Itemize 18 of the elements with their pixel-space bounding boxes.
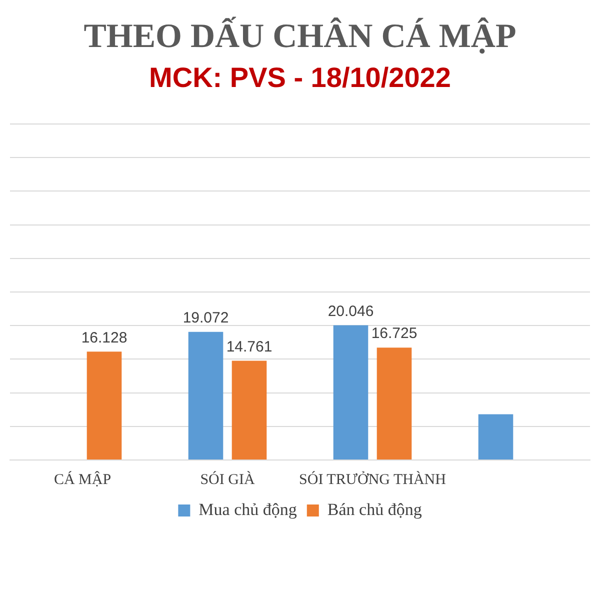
bar <box>86 352 122 460</box>
bar <box>478 414 514 460</box>
legend-label: Mua chủ động <box>198 500 298 519</box>
bar <box>232 360 267 460</box>
bar <box>188 332 224 460</box>
x-tick-label: SÓI GIÀ <box>200 470 255 488</box>
data-label: 19.072 <box>182 309 229 326</box>
x-tick-label: SÓI TRƯỞNG THÀNH <box>299 470 446 488</box>
data-label: 16.128 <box>81 329 128 346</box>
chart-subtitle: MCK: PVS - 18/10/2022 <box>148 62 452 94</box>
x-tick-label: CÁ MẬP <box>54 470 112 488</box>
bar <box>376 348 412 460</box>
chart-title: THEO DẤU CHÂN CÁ MẬP <box>82 16 518 56</box>
data-label: 14.761 <box>226 338 272 356</box>
legend-label: Bán chủ động <box>327 500 422 519</box>
data-label: 20.046 <box>328 302 374 320</box>
data-label: 16.725 <box>371 325 418 342</box>
bar <box>333 325 368 460</box>
